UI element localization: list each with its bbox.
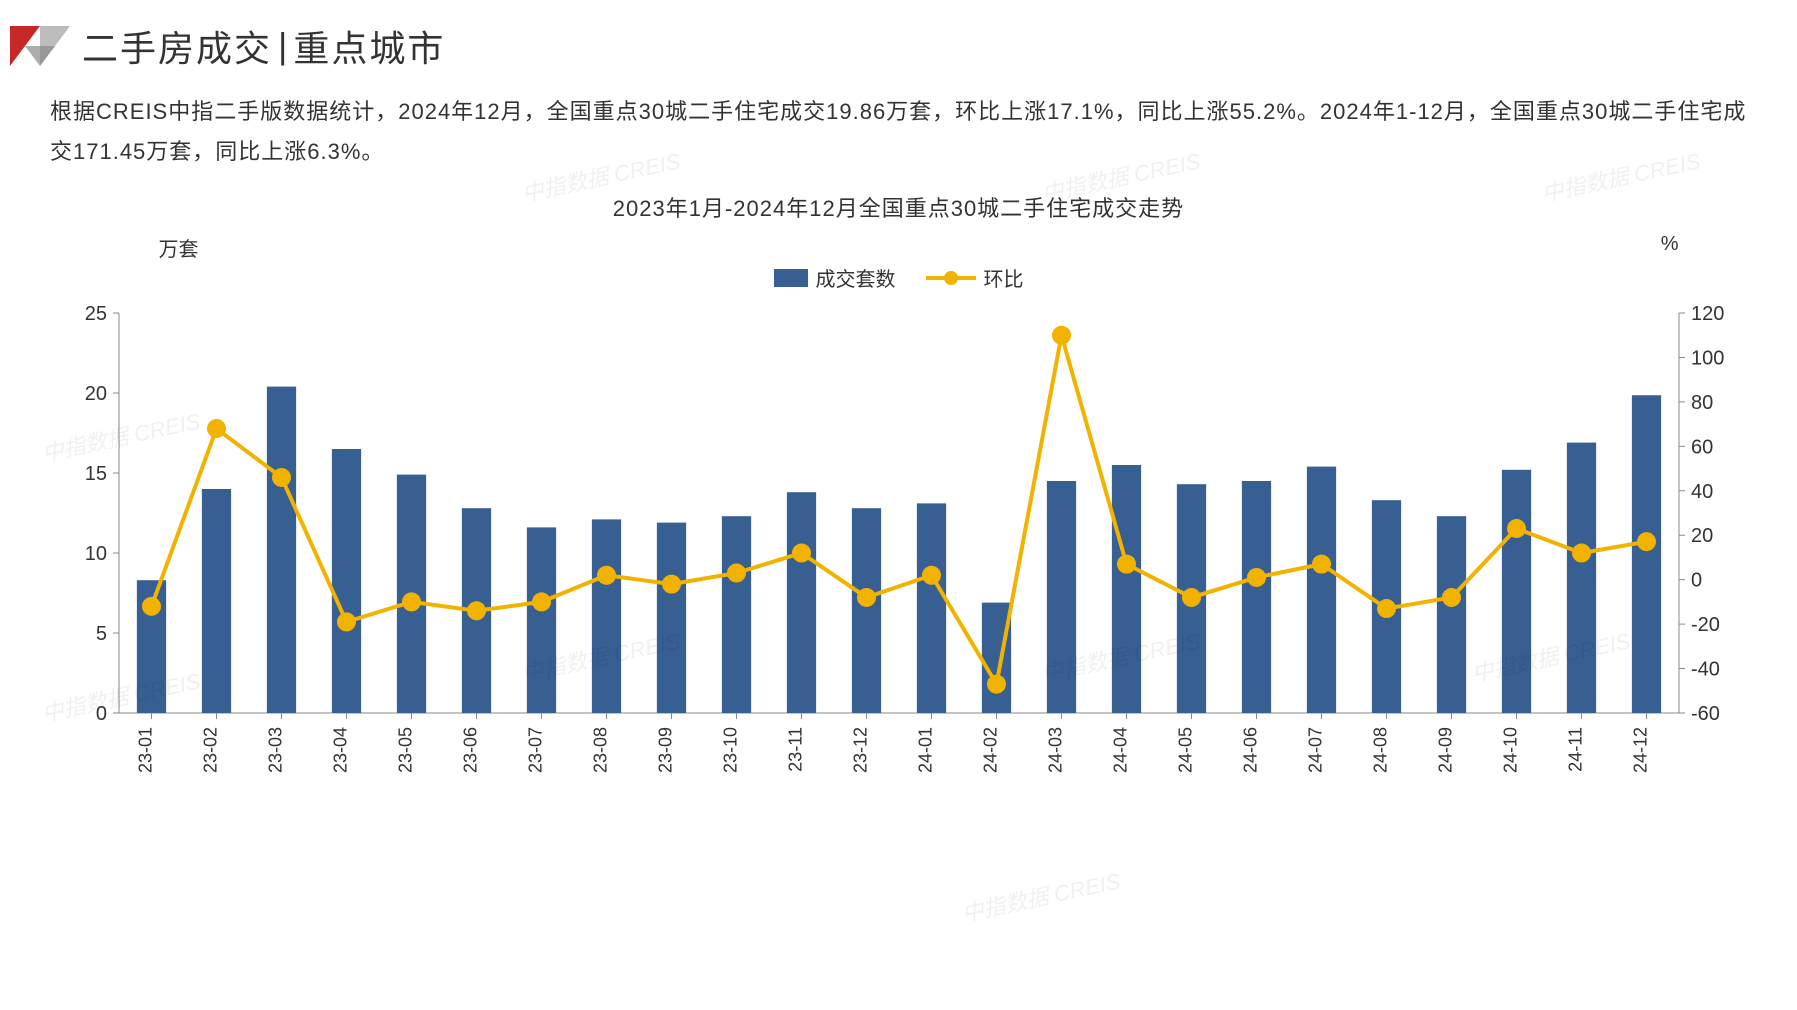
bar (1501, 470, 1530, 713)
bar (591, 520, 620, 714)
svg-text:20: 20 (84, 383, 106, 405)
chart-title: 2023年1月-2024年12月全国重点30城二手住宅成交走势 (0, 191, 1797, 223)
line-marker (922, 566, 940, 584)
brand-logo (10, 26, 70, 66)
svg-text:25: 25 (84, 303, 106, 325)
line-marker (1442, 589, 1460, 607)
bar (1566, 443, 1595, 713)
bar (201, 489, 230, 713)
bar (851, 508, 880, 713)
bar (656, 523, 685, 713)
bar (1046, 481, 1075, 713)
line-marker (727, 564, 745, 582)
x-axis-label: 23-01 (135, 727, 155, 773)
chart-svg: 0 5 10 15 20 25 -60 -40 -20 0 20 40 60 80 100 120 23-01 2… (49, 233, 1749, 793)
line-marker (1117, 555, 1135, 573)
x-axis-label: 24-07 (1305, 727, 1325, 773)
svg-text:60: 60 (1691, 437, 1713, 459)
x-axis-label: 23-04 (330, 727, 350, 773)
line-marker (1377, 600, 1395, 618)
svg-text:-60: -60 (1691, 703, 1720, 725)
x-axis-label: 23-11 (785, 727, 805, 772)
line-marker (1572, 544, 1590, 562)
bar (1241, 481, 1270, 713)
line-marker (467, 602, 485, 620)
line-marker (532, 593, 550, 611)
svg-text:10: 10 (84, 543, 106, 565)
bar (721, 516, 750, 713)
title-part-b: 重点城市 (293, 20, 445, 72)
x-axis-label: 24-03 (1045, 727, 1065, 773)
line-series (151, 335, 1646, 684)
bar (916, 504, 945, 714)
line-marker (1637, 533, 1655, 551)
line-marker (1312, 555, 1330, 573)
line-marker (272, 469, 290, 487)
svg-text:80: 80 (1691, 392, 1713, 414)
x-axis-label: 24-10 (1500, 727, 1520, 773)
line-marker (402, 593, 420, 611)
x-axis-label: 23-09 (655, 727, 675, 773)
svg-text:120: 120 (1691, 303, 1724, 325)
page-header: 二手房成交 | 重点城市 (0, 0, 1797, 72)
bar (331, 449, 360, 713)
bar (1631, 395, 1660, 713)
x-axis-label: 23-03 (265, 727, 285, 773)
watermark-text: 中指数据 CREIS (958, 864, 1122, 929)
svg-text:15: 15 (84, 463, 106, 485)
x-axis-label: 24-01 (915, 727, 935, 773)
x-axis-label: 23-06 (460, 727, 480, 773)
x-axis-label: 23-10 (720, 727, 740, 773)
title-part-a: 二手房成交 (82, 20, 272, 72)
line-marker (1052, 326, 1070, 344)
x-axis-label: 24-08 (1370, 727, 1390, 773)
line-marker (337, 613, 355, 631)
line-marker (1247, 569, 1265, 587)
x-axis-label: 23-08 (590, 727, 610, 773)
x-axis-label: 23-05 (395, 727, 415, 773)
line-marker (792, 544, 810, 562)
intro-paragraph: 根据CREIS中指二手版数据统计，2024年12月，全国重点30城二手住宅成交1… (0, 72, 1797, 171)
svg-text:0: 0 (95, 703, 106, 725)
x-axis-label: 23-02 (200, 727, 220, 773)
line-marker (597, 566, 615, 584)
line-marker (987, 675, 1005, 693)
x-axis-label: 24-12 (1630, 727, 1650, 773)
x-axis-label: 23-12 (850, 727, 870, 773)
bar (526, 528, 555, 714)
svg-text:40: 40 (1691, 481, 1713, 503)
svg-text:0: 0 (1691, 570, 1702, 592)
bar (786, 492, 815, 713)
svg-text:-20: -20 (1691, 614, 1720, 636)
bar (266, 387, 295, 713)
line-marker (662, 575, 680, 593)
title-separator: | (272, 25, 293, 67)
line-marker (1182, 589, 1200, 607)
bar (1111, 465, 1140, 713)
svg-text:20: 20 (1691, 525, 1713, 547)
x-axis-label: 23-07 (525, 727, 545, 773)
x-axis-label: 24-05 (1175, 727, 1195, 773)
line-marker (142, 598, 160, 616)
chart-container: 万套 % 成交套数 环比 0510152025-60-40-2002040608… (49, 233, 1749, 793)
svg-text:-40: -40 (1691, 659, 1720, 681)
line-marker (1507, 520, 1525, 538)
x-axis-label: 24-09 (1435, 727, 1455, 773)
x-axis-label: 24-06 (1240, 727, 1260, 773)
bar (1306, 467, 1335, 713)
x-axis-label: 24-04 (1110, 727, 1130, 773)
line-marker (857, 589, 875, 607)
svg-text:5: 5 (95, 623, 106, 645)
bar (1436, 516, 1465, 713)
svg-text:100: 100 (1691, 348, 1724, 370)
x-axis-label: 24-02 (980, 727, 1000, 773)
x-axis-label: 24-11 (1565, 727, 1585, 772)
logo-shape-dark (25, 46, 55, 66)
line-marker (207, 420, 225, 438)
